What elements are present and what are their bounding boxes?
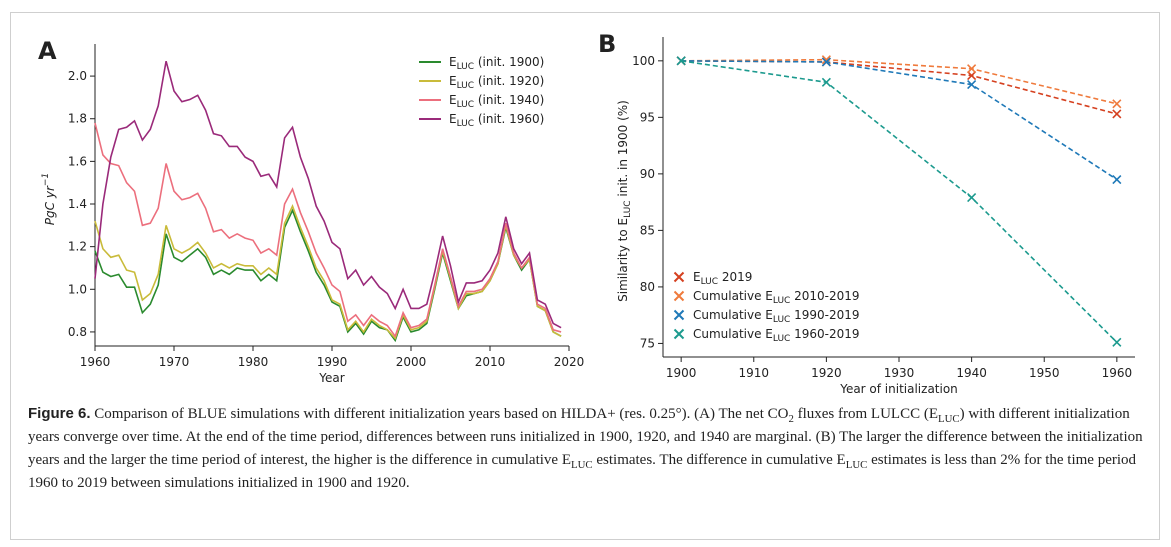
caption-label: Figure 6.	[28, 405, 91, 422]
y-tick-label: 100	[632, 53, 655, 67]
series-line	[94, 204, 562, 340]
y-tick-label: 80	[640, 279, 655, 293]
y-tick-label: 0.8	[68, 324, 87, 338]
legend-label: ELUC (init. 1900)	[449, 55, 544, 72]
y-tick-label: 85	[640, 223, 655, 237]
x-tick-label: 2020	[554, 355, 585, 369]
legend-label: ELUC 2019	[693, 270, 752, 287]
marker	[821, 57, 831, 67]
legend-swatch	[673, 328, 685, 340]
x-tick-label: 1940	[956, 366, 987, 380]
y-tick-label: 1.4	[68, 197, 87, 211]
marker	[967, 64, 977, 74]
legend-swatch	[673, 271, 685, 283]
panel-label: A	[38, 37, 57, 65]
y-tick-label: 1.2	[68, 239, 87, 253]
marker	[1112, 174, 1122, 185]
y-tick-label: 2.0	[68, 69, 87, 83]
x-tick-label: 2010	[475, 355, 506, 369]
legend-label: Cumulative ELUC 1960-2019	[693, 327, 860, 344]
x-tick-label: 1980	[238, 355, 269, 369]
y-axis-label: PgC yr−1	[41, 173, 57, 225]
series-line	[94, 122, 562, 338]
marker	[1112, 337, 1122, 347]
legend-label: ELUC (init. 1960)	[449, 112, 544, 129]
marker	[967, 79, 977, 90]
x-tick-label: 1990	[317, 355, 348, 369]
legend-label: ELUC (init. 1920)	[449, 74, 544, 91]
marker	[676, 56, 686, 66]
x-tick-label: 1900	[666, 366, 697, 380]
y-tick-label: 75	[640, 336, 655, 350]
figure-frame	[10, 12, 1160, 540]
x-tick-label: 1970	[159, 355, 190, 369]
y-tick-label: 1.8	[68, 111, 87, 125]
figure: A 1960 1970 1980 1990 2000 2010 2020 0.8 1.0 1.2 1.…	[38, 30, 1135, 396]
marker	[1112, 109, 1122, 119]
x-tick-label: 1950	[1029, 366, 1060, 380]
x-tick-label: 1910	[738, 366, 769, 380]
y-tick-label: 90	[640, 166, 655, 180]
series-line	[681, 58, 1118, 105]
series-line	[681, 60, 1118, 343]
marker	[967, 70, 977, 81]
x-tick-label: 1960	[1102, 366, 1133, 380]
marker	[821, 77, 831, 87]
panel-label: B	[598, 30, 616, 58]
x-axis-label: Year	[318, 371, 344, 385]
legend-label: Cumulative ELUC 2010-2019	[693, 289, 860, 306]
marker	[967, 193, 977, 203]
y-tick-label: 1.0	[68, 282, 87, 296]
x-tick-label: 2000	[396, 355, 427, 369]
marker	[1112, 99, 1122, 109]
legend-label: Cumulative ELUC 1990-2019	[693, 308, 860, 325]
caption-text: Comparison of BLUE simulations with diff…	[28, 406, 1143, 491]
legend-label: ELUC (init. 1940)	[449, 93, 544, 110]
y-tick-label: 1.6	[68, 154, 87, 168]
legend-swatch	[673, 290, 685, 302]
series-line	[94, 60, 562, 329]
series-line	[681, 60, 1118, 181]
x-tick-label: 1960	[80, 355, 111, 369]
y-axis-label: Similarity to ELUC init. in 1900 (%)	[616, 100, 633, 302]
x-tick-label: 1920	[811, 366, 842, 380]
x-tick-label: 1930	[884, 366, 915, 380]
y-tick-label: 95	[640, 110, 655, 124]
caption: Figure 6. Comparison of BLUE simulations…	[28, 402, 1143, 495]
x-axis-label: Year of initialization	[839, 382, 958, 396]
legend-swatch	[673, 309, 685, 321]
